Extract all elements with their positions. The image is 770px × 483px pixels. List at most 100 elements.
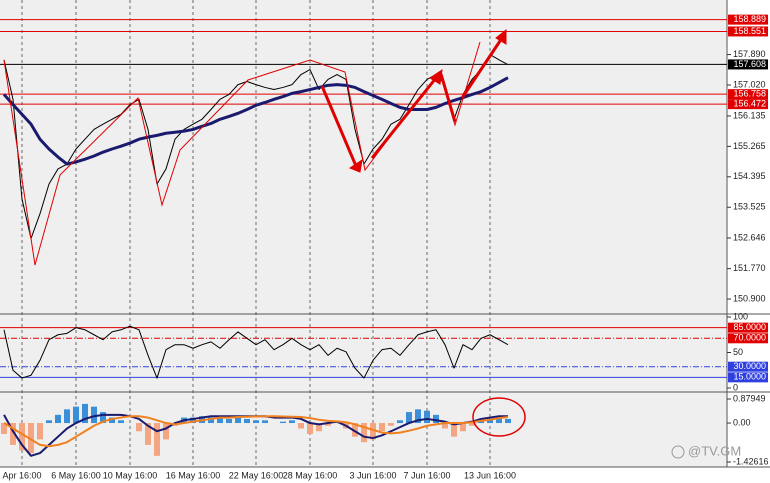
highlight-ellipse [472,397,526,437]
level-label-box [728,26,768,37]
level-label-box [728,89,768,100]
x-tick-label: 22 May 16:00 [229,470,284,480]
level-label: 158.889 [733,14,766,24]
histogram-bar [388,423,394,426]
histogram-bar [64,409,70,424]
y-tick-label: 154.395 [733,171,766,181]
histogram-bar [406,412,412,424]
y-tick-label: 0 [733,382,738,392]
x-tick-label: 6 May 16:00 [51,470,101,480]
histogram-bar [109,417,115,424]
x-tick-label: Apr 16:00 [2,470,41,480]
x-tick-label: 7 Jun 16:00 [403,470,450,480]
level-label: 85.0000 [733,322,766,332]
series-line [3,415,509,448]
y-tick-label: 155.265 [733,141,766,151]
y-tick-label: 50 [733,347,743,357]
trend-drawings [3,28,526,437]
histogram-bar [370,423,376,440]
histogram-bar [154,423,160,456]
level-label: 15.0000 [733,372,766,382]
histogram-bar [505,418,511,424]
y-tick-label: 153.525 [733,202,766,212]
histogram-bar [442,423,448,429]
histogram-bar [460,423,466,432]
histogram-bar [325,423,331,426]
y-tick-label: 100 [733,311,748,321]
level-label: 158.551 [733,26,766,36]
level-label-box [728,322,768,333]
histogram-bar [280,421,286,424]
level-label: 30.0000 [733,361,766,371]
series-line [3,54,509,240]
histogram-bar [379,423,385,432]
level-label: 157.608 [733,59,766,69]
histogram-bar [19,423,25,451]
histogram-bar [1,423,7,434]
level-label-box [728,14,768,25]
histogram-bar [307,423,313,434]
histogram-bar [46,420,52,424]
histogram-bar [235,417,241,424]
arrow [320,85,358,167]
level-label: 70.0000 [733,333,766,343]
histogram-bar [37,423,43,440]
arrow [370,77,438,159]
histogram-bar [352,423,358,437]
watermark-icon [671,445,685,459]
histogram-bar [361,423,367,443]
histogram-bar [28,423,34,454]
level-label-box [728,333,768,344]
level-label: 156.758 [733,89,766,99]
y-tick-label: 156.135 [733,110,766,120]
level-label-box [728,59,768,70]
histogram-bar [10,423,16,445]
x-tick-label: 13 Jun 16:00 [464,470,516,480]
y-tick-label: 157.020 [733,79,766,89]
histogram-bar [415,409,421,424]
histogram-bar [496,417,502,424]
y-tick-label: 150.900 [733,293,766,303]
arrowhead [348,158,363,173]
x-tick-label: 28 May 16:00 [283,470,338,480]
level-label-box [728,361,768,372]
y-tick-label: 151.770 [733,263,766,273]
histogram-bar [289,420,295,424]
series-line [2,76,509,166]
histogram-bar [217,417,223,424]
histogram-bar [433,414,439,424]
histogram-bar [316,423,322,432]
histogram-bar [451,423,457,437]
histogram-bar [262,420,268,424]
histogram-bar [136,423,142,432]
y-tick-label: 157.890 [733,49,766,59]
level-label-box [728,372,768,383]
x-tick-label: 10 May 16:00 [103,470,158,480]
x-tick-label: 3 Jun 16:00 [349,470,396,480]
plot-background [0,0,727,467]
x-tick-label: 16 May 16:00 [166,470,221,480]
series-line [3,325,509,379]
histogram-bar [73,406,79,424]
histogram-bar [244,418,250,424]
level-label-box [728,99,768,110]
histogram-bar [397,420,403,424]
arrow [439,73,457,123]
y-tick-label: 0.87949 [733,393,766,403]
watermark: @TV.GM [688,443,741,458]
y-tick-label: 0.00 [733,417,751,427]
histogram-bar [55,414,61,424]
histogram-bar [208,417,214,424]
arrowhead [495,28,507,45]
histogram-bar [145,423,151,445]
histogram-bar [91,406,97,424]
y-tick-label: -1.42616 [733,456,769,466]
histogram-bar [82,403,88,424]
histogram-bar [424,410,430,424]
histogram-bar [469,423,475,426]
arrow [460,37,504,99]
histogram-bar [100,412,106,424]
histogram-bar [298,423,304,429]
y-tick-label: 152.646 [733,232,766,242]
